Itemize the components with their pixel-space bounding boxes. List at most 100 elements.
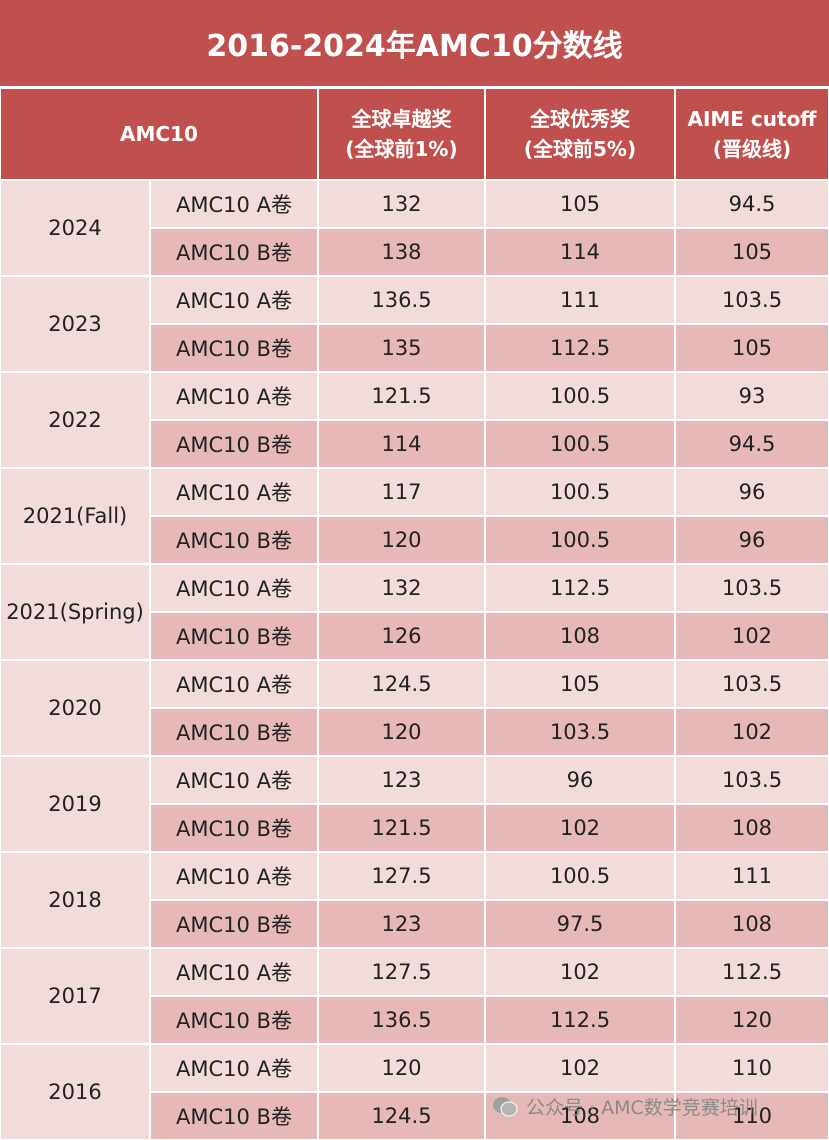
paper-cell: AMC10 B卷 xyxy=(150,420,318,468)
score-cell: 114 xyxy=(318,420,485,468)
year-cell: 2022 xyxy=(0,372,150,468)
score-cell: 105 xyxy=(675,324,829,372)
year-cell: 2018 xyxy=(0,852,150,948)
paper-cell: AMC10 A卷 xyxy=(150,564,318,612)
paper-cell: AMC10 B卷 xyxy=(150,996,318,1044)
score-cell: 100.5 xyxy=(485,468,675,516)
score-cell: 138 xyxy=(318,228,485,276)
paper-cell: AMC10 B卷 xyxy=(150,324,318,372)
score-cell: 136.5 xyxy=(318,996,485,1044)
paper-cell: AMC10 A卷 xyxy=(150,180,318,228)
score-cell: 127.5 xyxy=(318,852,485,900)
score-cell: 105 xyxy=(675,228,829,276)
score-cell: 105 xyxy=(485,180,675,228)
score-cell: 100.5 xyxy=(485,420,675,468)
paper-cell: AMC10 A卷 xyxy=(150,852,318,900)
score-cell: 103.5 xyxy=(675,660,829,708)
paper-cell: AMC10 B卷 xyxy=(150,228,318,276)
score-cell: 124.5 xyxy=(318,660,485,708)
score-cell: 135 xyxy=(318,324,485,372)
header-group: AMC10 xyxy=(0,88,318,180)
score-cell: 103.5 xyxy=(485,708,675,756)
year-cell: 2016 xyxy=(0,1044,150,1140)
score-cell: 114 xyxy=(485,228,675,276)
paper-cell: AMC10 A卷 xyxy=(150,468,318,516)
score-cell: 123 xyxy=(318,900,485,948)
score-cell: 127.5 xyxy=(318,948,485,996)
score-cell: 105 xyxy=(485,660,675,708)
header-line: AIME cutoff xyxy=(687,107,817,131)
score-cell: 136.5 xyxy=(318,276,485,324)
score-cell: 120 xyxy=(318,1044,485,1092)
score-cell: 102 xyxy=(485,1044,675,1092)
header-cell: 全球卓越奖 (全球前1%) xyxy=(318,88,485,180)
header-cell: AIME cutoff (晋级线) xyxy=(675,88,829,180)
score-cell: 97.5 xyxy=(485,900,675,948)
table-title: 2016-2024年AMC10分数线 xyxy=(0,0,829,86)
header-line: 全球优秀奖 xyxy=(530,107,630,131)
paper-cell: AMC10 B卷 xyxy=(150,900,318,948)
paper-cell: AMC10 B卷 xyxy=(150,708,318,756)
score-cell: 111 xyxy=(485,276,675,324)
score-cell: 124.5 xyxy=(318,1092,485,1140)
score-cell: 93 xyxy=(675,372,829,420)
score-cell: 100.5 xyxy=(485,852,675,900)
paper-cell: AMC10 A卷 xyxy=(150,948,318,996)
paper-cell: AMC10 A卷 xyxy=(150,756,318,804)
watermark-text: 公众号 · AMC数学竞赛培训 xyxy=(526,1096,758,1119)
score-cell: 102 xyxy=(485,948,675,996)
score-cell: 112.5 xyxy=(675,948,829,996)
paper-cell: AMC10 A卷 xyxy=(150,660,318,708)
paper-cell: AMC10 B卷 xyxy=(150,1092,318,1140)
header-line: (全球前5%) xyxy=(523,137,637,161)
watermark: 公众号 · AMC数学竞赛培训 xyxy=(492,1092,758,1120)
score-cell: 94.5 xyxy=(675,420,829,468)
header-cell: 全球优秀奖 (全球前5%) xyxy=(485,88,675,180)
score-cell: 132 xyxy=(318,180,485,228)
year-cell: 2019 xyxy=(0,756,150,852)
score-cell: 120 xyxy=(675,996,829,1044)
score-cell: 102 xyxy=(675,708,829,756)
score-cell: 96 xyxy=(675,516,829,564)
score-cell: 121.5 xyxy=(318,804,485,852)
score-cell: 108 xyxy=(485,612,675,660)
score-cell: 120 xyxy=(318,708,485,756)
paper-cell: AMC10 A卷 xyxy=(150,276,318,324)
year-cell: 2024 xyxy=(0,180,150,276)
score-cell: 108 xyxy=(675,900,829,948)
score-cell: 123 xyxy=(318,756,485,804)
year-cell: 2023 xyxy=(0,276,150,372)
score-cell: 126 xyxy=(318,612,485,660)
score-cell: 110 xyxy=(675,1044,829,1092)
score-cell: 108 xyxy=(485,1092,675,1140)
year-cell: 2017 xyxy=(0,948,150,1044)
year-cell: 2020 xyxy=(0,660,150,756)
header-line: 全球卓越奖 xyxy=(351,107,452,131)
year-cell: 2021(Fall) xyxy=(0,468,150,564)
paper-cell: AMC10 A卷 xyxy=(150,1044,318,1092)
score-cell: 102 xyxy=(675,612,829,660)
score-cell: 100.5 xyxy=(485,516,675,564)
score-cell: 132 xyxy=(318,564,485,612)
score-cell: 121.5 xyxy=(318,372,485,420)
score-cell: 112.5 xyxy=(485,564,675,612)
score-cell: 117 xyxy=(318,468,485,516)
score-cell: 96 xyxy=(485,756,675,804)
score-cell: 103.5 xyxy=(675,564,829,612)
score-cell: 120 xyxy=(318,516,485,564)
paper-cell: AMC10 B卷 xyxy=(150,804,318,852)
header-line: (全球前1%) xyxy=(345,137,458,161)
score-cell: 103.5 xyxy=(675,756,829,804)
score-cell: 112.5 xyxy=(485,324,675,372)
score-cell: 103.5 xyxy=(675,276,829,324)
score-cell: 111 xyxy=(675,852,829,900)
score-cell: 108 xyxy=(675,804,829,852)
score-cell: 94.5 xyxy=(675,180,829,228)
score-cell: 100.5 xyxy=(485,372,675,420)
wechat-icon xyxy=(493,1097,518,1117)
score-cell: 96 xyxy=(675,468,829,516)
paper-cell: AMC10 B卷 xyxy=(150,516,318,564)
paper-cell: AMC10 A卷 xyxy=(150,372,318,420)
paper-cell: AMC10 B卷 xyxy=(150,612,318,660)
